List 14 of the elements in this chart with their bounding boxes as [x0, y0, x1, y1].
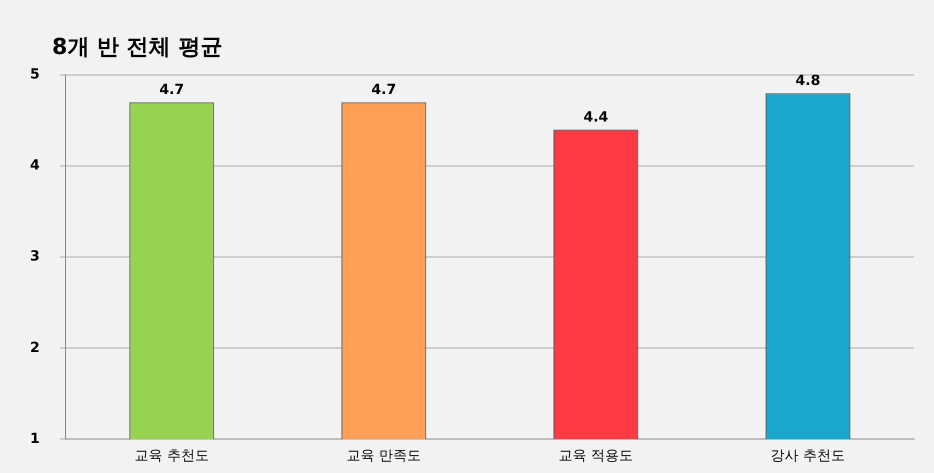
x-tick-label: 교육 적용도	[558, 448, 634, 464]
x-tick-label: 교육 추천도	[134, 448, 209, 464]
data-label: 4.7	[159, 82, 184, 98]
x-tick-label: 교육 만족도	[346, 448, 422, 464]
y-tick-label: 3	[30, 248, 40, 265]
y-tick-label: 5	[30, 66, 40, 83]
data-label: 4.4	[583, 109, 609, 126]
y-tick-label: 4	[30, 158, 40, 174]
data-label: 4.8	[796, 72, 820, 89]
y-tick-label: 2	[30, 340, 40, 356]
data-label: 4.7	[371, 82, 396, 98]
y-tick-label: 1	[30, 430, 40, 447]
chart-title: 8개 반 전체 평균	[52, 34, 222, 62]
x-tick-label: 강사 추천도	[770, 448, 846, 464]
